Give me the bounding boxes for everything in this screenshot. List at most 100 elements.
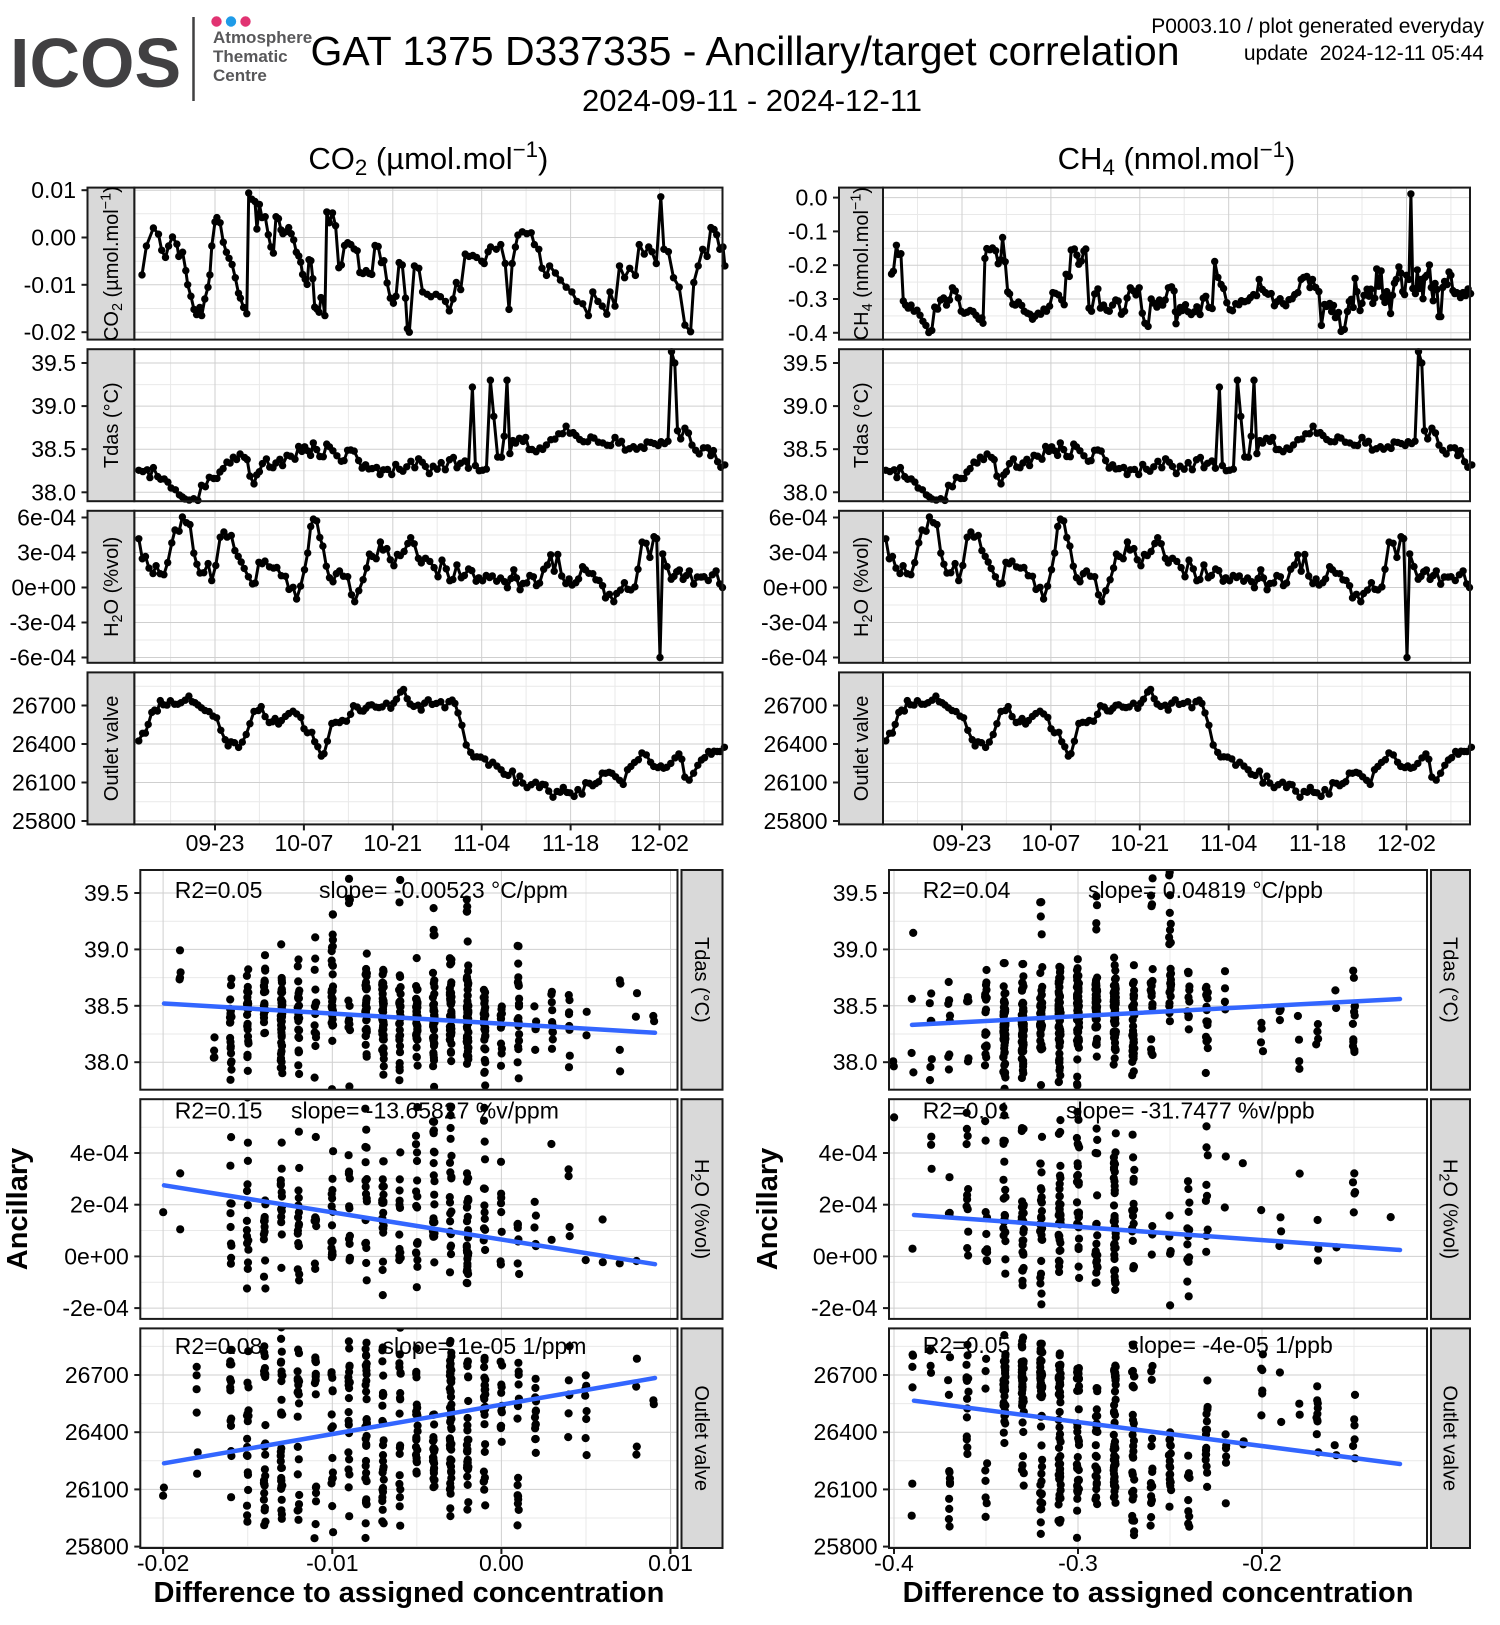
svg-text:0e+00: 0e+00 bbox=[64, 1243, 129, 1269]
svg-text:Tdas (°C): Tdas (°C) bbox=[690, 937, 712, 1023]
svg-text:39.5: 39.5 bbox=[84, 880, 129, 906]
svg-text:R2=0.05: R2=0.05 bbox=[175, 877, 263, 903]
svg-text:R2=0.01: R2=0.01 bbox=[923, 1098, 1011, 1124]
svg-text:2e-04: 2e-04 bbox=[70, 1192, 129, 1218]
svg-text:H2O (%vol): H2O (%vol) bbox=[687, 1159, 712, 1259]
svg-text:-3e-04: -3e-04 bbox=[10, 610, 77, 636]
svg-text:Outlet valve: Outlet valve bbox=[690, 1385, 712, 1491]
svg-text:39.5: 39.5 bbox=[783, 350, 828, 376]
svg-text:39.5: 39.5 bbox=[31, 350, 76, 376]
svg-text:CO2 (µmol.mol−1): CO2 (µmol.mol−1) bbox=[98, 186, 126, 341]
svg-text:25800: 25800 bbox=[764, 808, 828, 834]
svg-text:-0.2: -0.2 bbox=[1242, 1550, 1282, 1576]
svg-text:26700: 26700 bbox=[814, 1362, 878, 1388]
svg-text:26100: 26100 bbox=[65, 1476, 129, 1502]
svg-text:10-21: 10-21 bbox=[363, 830, 422, 856]
svg-text:38.0: 38.0 bbox=[833, 1049, 878, 1075]
svg-text:0e+00: 0e+00 bbox=[813, 1243, 878, 1269]
svg-text:Outlet valve: Outlet valve bbox=[851, 696, 873, 802]
svg-text:2024-09-11 - 2024-12-11: 2024-09-11 - 2024-12-11 bbox=[582, 83, 922, 118]
svg-text:25800: 25800 bbox=[814, 1534, 878, 1560]
svg-text:3e-04: 3e-04 bbox=[769, 540, 828, 566]
svg-text:CH4 (nmol.mol−1): CH4 (nmol.mol−1) bbox=[848, 187, 876, 340]
svg-text:38.5: 38.5 bbox=[783, 436, 828, 462]
svg-text:10-21: 10-21 bbox=[1110, 830, 1169, 856]
svg-text:slope= 1e-05 1/ppm: slope= 1e-05 1/ppm bbox=[383, 1333, 587, 1359]
svg-text:Tdas (°C): Tdas (°C) bbox=[851, 382, 873, 468]
svg-text:-2e-04: -2e-04 bbox=[811, 1295, 878, 1321]
svg-text:CO2 (µmol.mol−1): CO2 (µmol.mol−1) bbox=[308, 137, 548, 180]
svg-text:11-18: 11-18 bbox=[542, 830, 599, 856]
svg-text:R2=0.08: R2=0.08 bbox=[175, 1333, 263, 1359]
svg-text:slope= -13.65827 %v/ppm: slope= -13.65827 %v/ppm bbox=[291, 1098, 559, 1124]
svg-text:-6e-04: -6e-04 bbox=[761, 645, 828, 671]
svg-text:39.0: 39.0 bbox=[31, 393, 76, 419]
svg-text:P0003.10 / plot generated ever: P0003.10 / plot generated everyday bbox=[1151, 15, 1484, 38]
svg-text:26100: 26100 bbox=[12, 770, 76, 796]
svg-text:38.5: 38.5 bbox=[31, 436, 76, 462]
svg-text:38.5: 38.5 bbox=[833, 993, 878, 1019]
svg-text:26700: 26700 bbox=[65, 1362, 129, 1388]
svg-text:0e+00: 0e+00 bbox=[11, 575, 76, 601]
svg-text:26400: 26400 bbox=[65, 1419, 129, 1445]
svg-text:update 2024-12-11 05:44: update 2024-12-11 05:44 bbox=[1244, 42, 1484, 65]
svg-text:09-23: 09-23 bbox=[186, 830, 245, 856]
svg-text:Ancillary: Ancillary bbox=[2, 1148, 34, 1271]
svg-text:slope= -31.7477 %v/ppb: slope= -31.7477 %v/ppb bbox=[1066, 1098, 1315, 1124]
svg-text:4e-04: 4e-04 bbox=[819, 1140, 878, 1166]
svg-text:2e-04: 2e-04 bbox=[819, 1192, 878, 1218]
svg-text:-0.02: -0.02 bbox=[24, 319, 76, 345]
svg-text:12-02: 12-02 bbox=[630, 830, 689, 856]
svg-text:26400: 26400 bbox=[814, 1419, 878, 1445]
svg-text:0.00: 0.00 bbox=[31, 225, 76, 251]
svg-text:Difference to assigned concent: Difference to assigned concentration bbox=[153, 1577, 664, 1609]
svg-text:Difference to assigned concent: Difference to assigned concentration bbox=[903, 1577, 1414, 1609]
svg-text:-2e-04: -2e-04 bbox=[62, 1295, 129, 1321]
svg-text:Outlet valve: Outlet valve bbox=[101, 696, 123, 802]
svg-text:H2O (%vol): H2O (%vol) bbox=[851, 537, 876, 637]
svg-text:-0.1: -0.1 bbox=[788, 218, 828, 244]
svg-text:0e+00: 0e+00 bbox=[763, 575, 828, 601]
svg-text:0.00: 0.00 bbox=[479, 1550, 524, 1576]
svg-text:6e-04: 6e-04 bbox=[17, 505, 76, 531]
svg-text:38.0: 38.0 bbox=[84, 1049, 129, 1075]
svg-text:26400: 26400 bbox=[764, 731, 828, 757]
svg-text:0.0: 0.0 bbox=[796, 185, 828, 211]
svg-text:11-04: 11-04 bbox=[453, 830, 510, 856]
svg-text:-0.02: -0.02 bbox=[137, 1550, 189, 1576]
svg-text:-0.3: -0.3 bbox=[788, 286, 828, 312]
svg-text:39.0: 39.0 bbox=[84, 936, 129, 962]
svg-text:10-07: 10-07 bbox=[274, 830, 333, 856]
svg-text:slope= 0.04819 °C/ppb: slope= 0.04819 °C/ppb bbox=[1088, 877, 1323, 903]
svg-text:GAT 1375 D337335 - Ancillary/t: GAT 1375 D337335 - Ancillary/target corr… bbox=[310, 28, 1179, 74]
svg-text:slope= -4e-05 1/ppb: slope= -4e-05 1/ppb bbox=[1128, 1332, 1333, 1358]
svg-text:25800: 25800 bbox=[65, 1534, 129, 1560]
svg-text:-0.2: -0.2 bbox=[788, 252, 828, 278]
svg-text:26400: 26400 bbox=[12, 731, 76, 757]
svg-text:-3e-04: -3e-04 bbox=[761, 610, 828, 636]
svg-text:ICOS: ICOS bbox=[10, 24, 181, 102]
svg-text:39.0: 39.0 bbox=[783, 393, 828, 419]
svg-text:-0.01: -0.01 bbox=[306, 1550, 358, 1576]
svg-text:3e-04: 3e-04 bbox=[17, 540, 76, 566]
svg-text:26100: 26100 bbox=[764, 770, 828, 796]
svg-text:Atmosphere: Atmosphere bbox=[213, 28, 312, 47]
svg-text:12-02: 12-02 bbox=[1377, 830, 1436, 856]
svg-text:26700: 26700 bbox=[12, 693, 76, 719]
svg-text:39.5: 39.5 bbox=[833, 880, 878, 906]
svg-text:0.01: 0.01 bbox=[648, 1550, 693, 1576]
svg-text:H2O (%vol): H2O (%vol) bbox=[1436, 1159, 1461, 1259]
svg-text:-0.4: -0.4 bbox=[788, 320, 828, 346]
svg-text:Thematic: Thematic bbox=[213, 47, 288, 66]
svg-text:25800: 25800 bbox=[12, 808, 76, 834]
svg-text:10-07: 10-07 bbox=[1021, 830, 1080, 856]
svg-text:-0.3: -0.3 bbox=[1058, 1550, 1098, 1576]
svg-text:0.01: 0.01 bbox=[31, 177, 76, 203]
svg-text:R2=0.05: R2=0.05 bbox=[923, 1332, 1011, 1358]
svg-text:39.0: 39.0 bbox=[833, 936, 878, 962]
svg-text:38.5: 38.5 bbox=[84, 993, 129, 1019]
svg-text:11-04: 11-04 bbox=[1200, 830, 1257, 856]
svg-text:Centre: Centre bbox=[213, 66, 267, 85]
svg-text:11-18: 11-18 bbox=[1289, 830, 1346, 856]
svg-text:26700: 26700 bbox=[764, 693, 828, 719]
